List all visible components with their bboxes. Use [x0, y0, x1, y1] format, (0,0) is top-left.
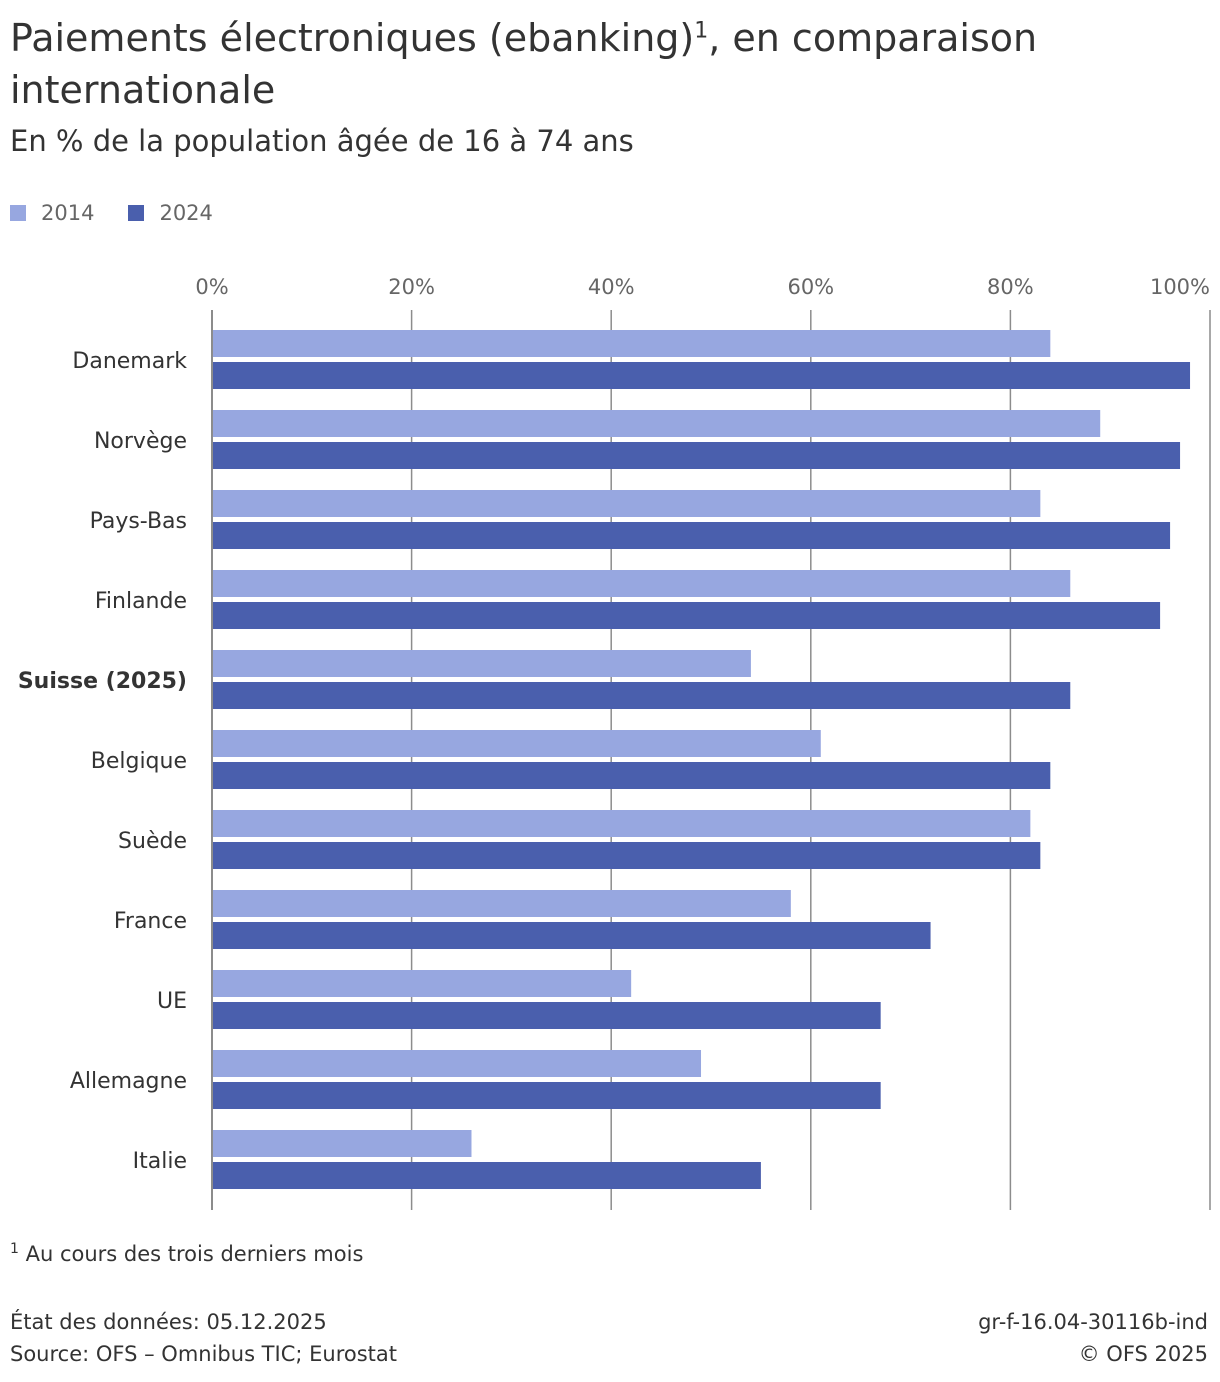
- bar-2014-3: [213, 570, 1071, 597]
- meta-right: gr-f-16.04-30116b-ind © OFS 2025: [978, 1306, 1208, 1370]
- category-label-2: Pays-Bas: [90, 509, 187, 534]
- chart-title: Paiements électroniques (ebanking)1, en …: [10, 12, 1200, 116]
- source: Source: OFS – Omnibus TIC; Eurostat: [10, 1342, 397, 1366]
- bar-2014-0: [213, 330, 1051, 357]
- bar-2024-4: [213, 682, 1071, 709]
- chart-subtitle: En % de la population âgée de 16 à 74 an…: [10, 124, 634, 158]
- category-label-7: France: [114, 909, 187, 934]
- tick-label-0: 0%: [195, 275, 228, 299]
- bar-2014-7: [213, 890, 791, 917]
- tick-label-100: 100%: [1150, 275, 1210, 299]
- bar-2014-6: [213, 810, 1031, 837]
- category-label-9: Allemagne: [70, 1069, 187, 1094]
- tick-label-20: 20%: [388, 275, 435, 299]
- bar-2024-9: [213, 1082, 881, 1109]
- legend-label-2014: 2014: [41, 201, 95, 225]
- data-state: État des données: 05.12.2025: [10, 1310, 327, 1334]
- legend-swatch-2014: [10, 205, 26, 221]
- tick-label-40: 40%: [588, 275, 635, 299]
- bar-2014-5: [213, 730, 821, 757]
- bar-2024-3: [213, 602, 1161, 629]
- bar-2014-10: [213, 1130, 472, 1157]
- bar-2014-1: [213, 410, 1101, 437]
- chart-title-text: Paiements électroniques (ebanking): [10, 16, 695, 60]
- bar-2024-7: [213, 922, 931, 949]
- footnote-text: Au cours des trois derniers mois: [18, 1242, 364, 1266]
- copyright: © OFS 2025: [1078, 1342, 1208, 1366]
- bar-2014-8: [213, 970, 632, 997]
- bar-2014-4: [213, 650, 751, 677]
- legend-swatch-2024: [128, 205, 145, 221]
- bar-2024-5: [213, 762, 1051, 789]
- meta-left: État des données: 05.12.2025 Source: OFS…: [10, 1306, 397, 1370]
- tick-label-80: 80%: [987, 275, 1034, 299]
- legend-item-2024: 2024: [128, 201, 213, 225]
- category-label-6: Suède: [118, 829, 187, 854]
- footnote: 1 Au cours des trois derniers mois: [10, 1241, 363, 1266]
- footnote-marker: 1: [10, 1241, 19, 1257]
- tick-label-60: 60%: [787, 275, 834, 299]
- bar-2014-2: [213, 490, 1041, 517]
- bar-2024-8: [213, 1002, 881, 1029]
- category-label-4: Suisse (2025): [18, 669, 187, 694]
- legend-item-2014: 2014: [10, 201, 94, 225]
- category-label-8: UE: [157, 989, 187, 1014]
- legend-label-2024: 2024: [159, 201, 213, 225]
- bar-2024-0: [213, 362, 1191, 389]
- bar-2024-1: [213, 442, 1181, 469]
- bar-2024-10: [213, 1162, 761, 1189]
- title-footnote-marker: 1: [694, 18, 709, 44]
- chart-title-rest: , en comparaison internationale: [10, 16, 1038, 112]
- bar-2024-6: [213, 842, 1041, 869]
- category-label-1: Norvège: [94, 429, 187, 454]
- bar-2014-9: [213, 1050, 702, 1077]
- chart-id: gr-f-16.04-30116b-ind: [978, 1310, 1208, 1334]
- category-label-3: Finlande: [95, 589, 187, 614]
- bar-chart: 0% 20% 40% 60% 80% 100% Danemark Norvège Pays-Ba…: [18, 275, 1211, 1210]
- category-label-5: Belgique: [91, 749, 187, 774]
- legend: 2014 2024: [10, 201, 247, 225]
- category-label-0: Danemark: [72, 349, 187, 374]
- bar-2024-2: [213, 522, 1171, 549]
- category-label-10: Italie: [133, 1149, 187, 1174]
